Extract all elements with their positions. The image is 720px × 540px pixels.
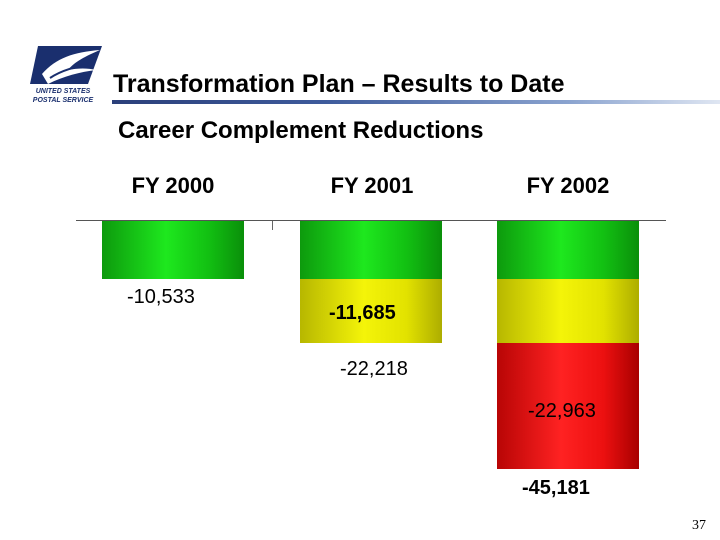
baseline-tick [272, 221, 273, 230]
bar-fy2000-green [102, 221, 244, 279]
label-fy2001-added: -11,685 [329, 302, 396, 324]
usps-logo: UNITED STATES POSTAL SERVICE [28, 44, 108, 110]
category-label-fy2002: FY 2002 [526, 173, 610, 198]
category-label-fy2001: FY 2001 [330, 173, 414, 198]
label-fy2000-value: -10,533 [127, 286, 195, 308]
title-rule [112, 100, 720, 104]
bar-fy2002-green [497, 221, 639, 279]
label-fy2001-total: -22,218 [340, 358, 408, 380]
bar-fy2002-yellow [497, 279, 639, 343]
page-number: 37 [692, 518, 706, 533]
page-subtitle: Career Complement Reductions [118, 117, 484, 144]
bar-fy2002-red [497, 343, 639, 469]
logo-caption: UNITED STATES POSTAL SERVICE [28, 87, 98, 105]
logo-text-line1: UNITED STATES [35, 88, 91, 95]
category-label-fy2000: FY 2000 [131, 173, 215, 198]
bar-fy2001-green [300, 221, 442, 279]
bar-fy2001-yellow [300, 279, 442, 343]
label-fy2002-added: -22,963 [528, 400, 596, 422]
chart-baseline [76, 220, 666, 221]
page-title: Transformation Plan – Results to Date [113, 70, 565, 98]
logo-text-line2: POSTAL SERVICE [32, 97, 94, 104]
eagle-logo-icon [30, 46, 102, 84]
label-fy2002-total: -45,181 [522, 477, 590, 499]
